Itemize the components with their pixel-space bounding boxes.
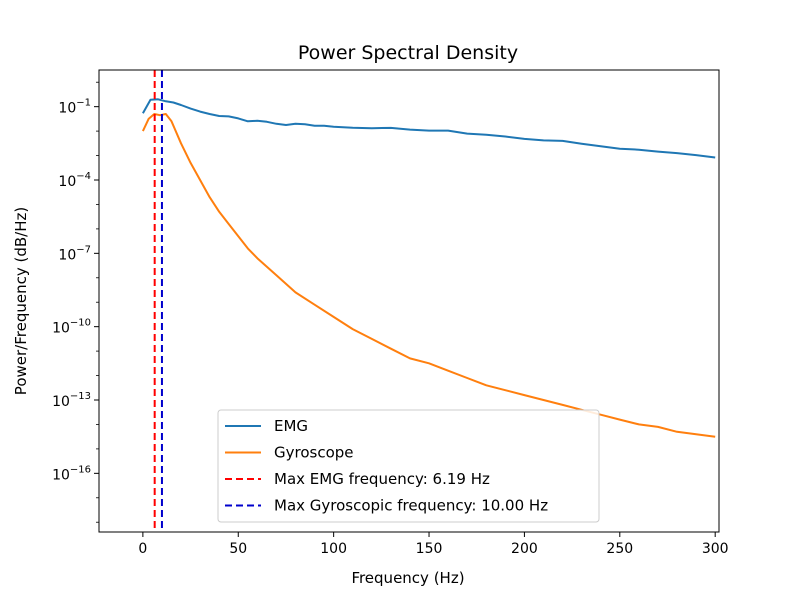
y-tick-label: 10−10: [52, 318, 91, 337]
x-axis: 0 50 100 150 200 250 300: [138, 532, 729, 557]
y-tick-label: 10−13: [52, 391, 91, 410]
x-tick-label: 200: [511, 541, 538, 557]
x-tick-label: 300: [702, 541, 729, 557]
x-tick-label: 50: [229, 541, 247, 557]
chart-title: Power Spectral Density: [298, 42, 518, 64]
legend-label: EMG: [274, 417, 308, 435]
y-tick-label: 10−7: [58, 244, 91, 263]
y-tick-label: 10−1: [58, 98, 91, 117]
x-tick-label: 150: [416, 541, 443, 557]
y-tick-label: 10−4: [58, 171, 91, 190]
y-tick-label: 10−16: [52, 464, 91, 483]
legend-box: [217, 409, 600, 523]
legend-label: Max Gyroscopic frequency: 10.00 Hz: [274, 497, 548, 515]
legend-label: Max EMG frequency: 6.19 Hz: [274, 470, 490, 488]
y-axis-label: Power/Frequency (dB/Hz): [12, 207, 30, 395]
axes-frame: [98, 69, 720, 533]
x-tick-label: 0: [138, 541, 147, 557]
x-tick-label: 250: [606, 541, 633, 557]
y-axis: 10−1 10−4 10−7 10−10 10−13 10−16: [52, 81, 99, 523]
legend-label: Gyroscope: [274, 444, 354, 462]
vline-layer: [153, 70, 163, 532]
x-axis-label: Frequency (Hz): [351, 569, 464, 587]
emg-line: [142, 98, 716, 159]
x-tick-label: 100: [320, 541, 347, 557]
legend: EMG Gyroscope Max EMG frequency: 6.19 Hz Ma…: [217, 409, 600, 523]
